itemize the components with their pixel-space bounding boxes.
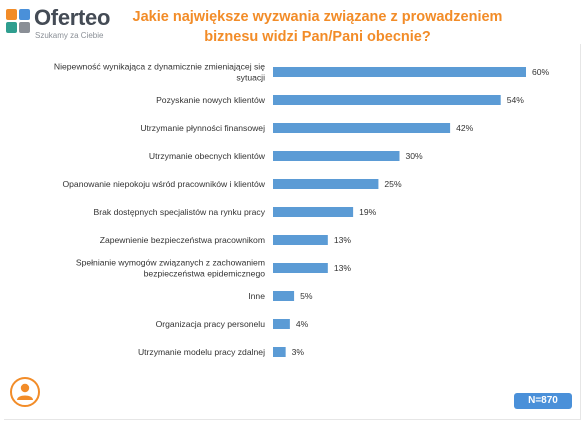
value-label: 4% [296,319,309,329]
bar [273,263,328,273]
chart-title: Jakie największe wyzwania związane z pro… [120,7,515,47]
bar [273,67,526,77]
brand-name: Oferteo [34,5,111,30]
value-label: 60% [532,67,550,77]
value-label: 13% [334,235,352,245]
chart-title-line-1: Jakie największe wyzwania związane z pro… [132,9,503,25]
bar [273,291,295,301]
category-label: Spełnianie wymogów związanych z zachowan… [76,258,265,279]
bar [273,95,501,105]
bar [273,123,451,133]
oferteo-logo: Oferteo Szukamy za Ciebie [6,6,116,42]
bar [273,207,354,217]
bar [273,235,328,245]
value-label: 54% [507,95,525,105]
bar [273,319,290,329]
category-label: Inne [248,291,265,301]
sample-size-badge: N=870 [514,393,572,409]
value-label: 3% [292,347,305,357]
category-label: Organizacja pracy personelu [156,319,266,329]
category-label: Opanowanie niepokoju wśród pracowników i… [62,179,265,189]
bar [273,151,400,161]
category-label: Pozyskanie nowych klientów [156,95,266,105]
chart-frame [4,44,581,420]
bar [273,347,286,357]
value-label: 5% [300,291,313,301]
user-icon [10,377,40,407]
category-label: Utrzymanie obecnych klientów [149,151,266,161]
category-label: Brak dostępnych specjalistów na rynku pr… [94,207,266,217]
category-label: Niepewność wynikająca z dynamicznie zmie… [54,62,265,83]
bar [273,179,379,189]
value-label: 19% [359,207,377,217]
brand-tagline: Szukamy za Ciebie [35,31,104,40]
value-label: 42% [456,123,474,133]
category-label: Zapewnienie bezpieczeństwa pracownikom [100,235,265,245]
category-label: Utrzymanie modelu pracy zdalnej [138,347,265,357]
category-label: Utrzymanie płynności finansowej [140,123,265,133]
value-label: 30% [406,151,424,161]
value-label: 13% [334,263,352,273]
chart-title-line-2: biznesu widzi Pan/Pani obecnie? [204,29,431,45]
value-label: 25% [384,179,402,189]
oferteo-logo-icon [6,9,30,33]
